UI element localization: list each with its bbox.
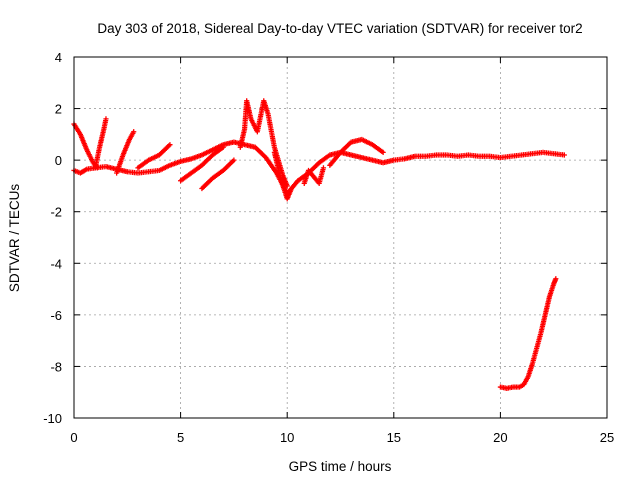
y-tick-label: -2 [50,205,62,220]
data-point [131,129,137,135]
x-tick-label: 0 [70,430,77,445]
data-points [71,98,567,391]
chart-title: Day 303 of 2018, Sidereal Day-to-day VTE… [97,21,582,36]
data-point [320,165,327,171]
y-tick-label: -10 [43,411,62,426]
data-point [167,142,173,148]
data-point [553,276,559,282]
y-tick-label: 4 [55,50,62,65]
x-tick-label: 25 [600,430,614,445]
x-axis-title: GPS time / hours [289,459,392,474]
data-point [561,152,567,158]
y-tick-label: -4 [50,256,62,271]
y-tick-label: 0 [55,153,62,168]
x-tick-label: 15 [387,430,401,445]
y-tick-label: -6 [50,308,62,323]
grid [74,57,607,418]
data-point [103,116,109,122]
data-point [380,149,386,156]
x-tick-label: 10 [280,430,294,445]
y-tick-label: 2 [55,102,62,117]
y-axis-title: SDTVAR / TECUs [7,184,22,293]
data-point [288,185,295,192]
data-point [220,144,226,150]
y-tick-label: -8 [50,359,62,374]
tick-labels: 0 5 10 15 20 25 -10 -8 -6 -4 -2 0 2 4 [43,50,614,445]
x-tick-label: 5 [177,430,184,445]
x-tick-label: 20 [493,430,507,445]
plot-frame [73,56,608,419]
data-point [231,157,237,163]
